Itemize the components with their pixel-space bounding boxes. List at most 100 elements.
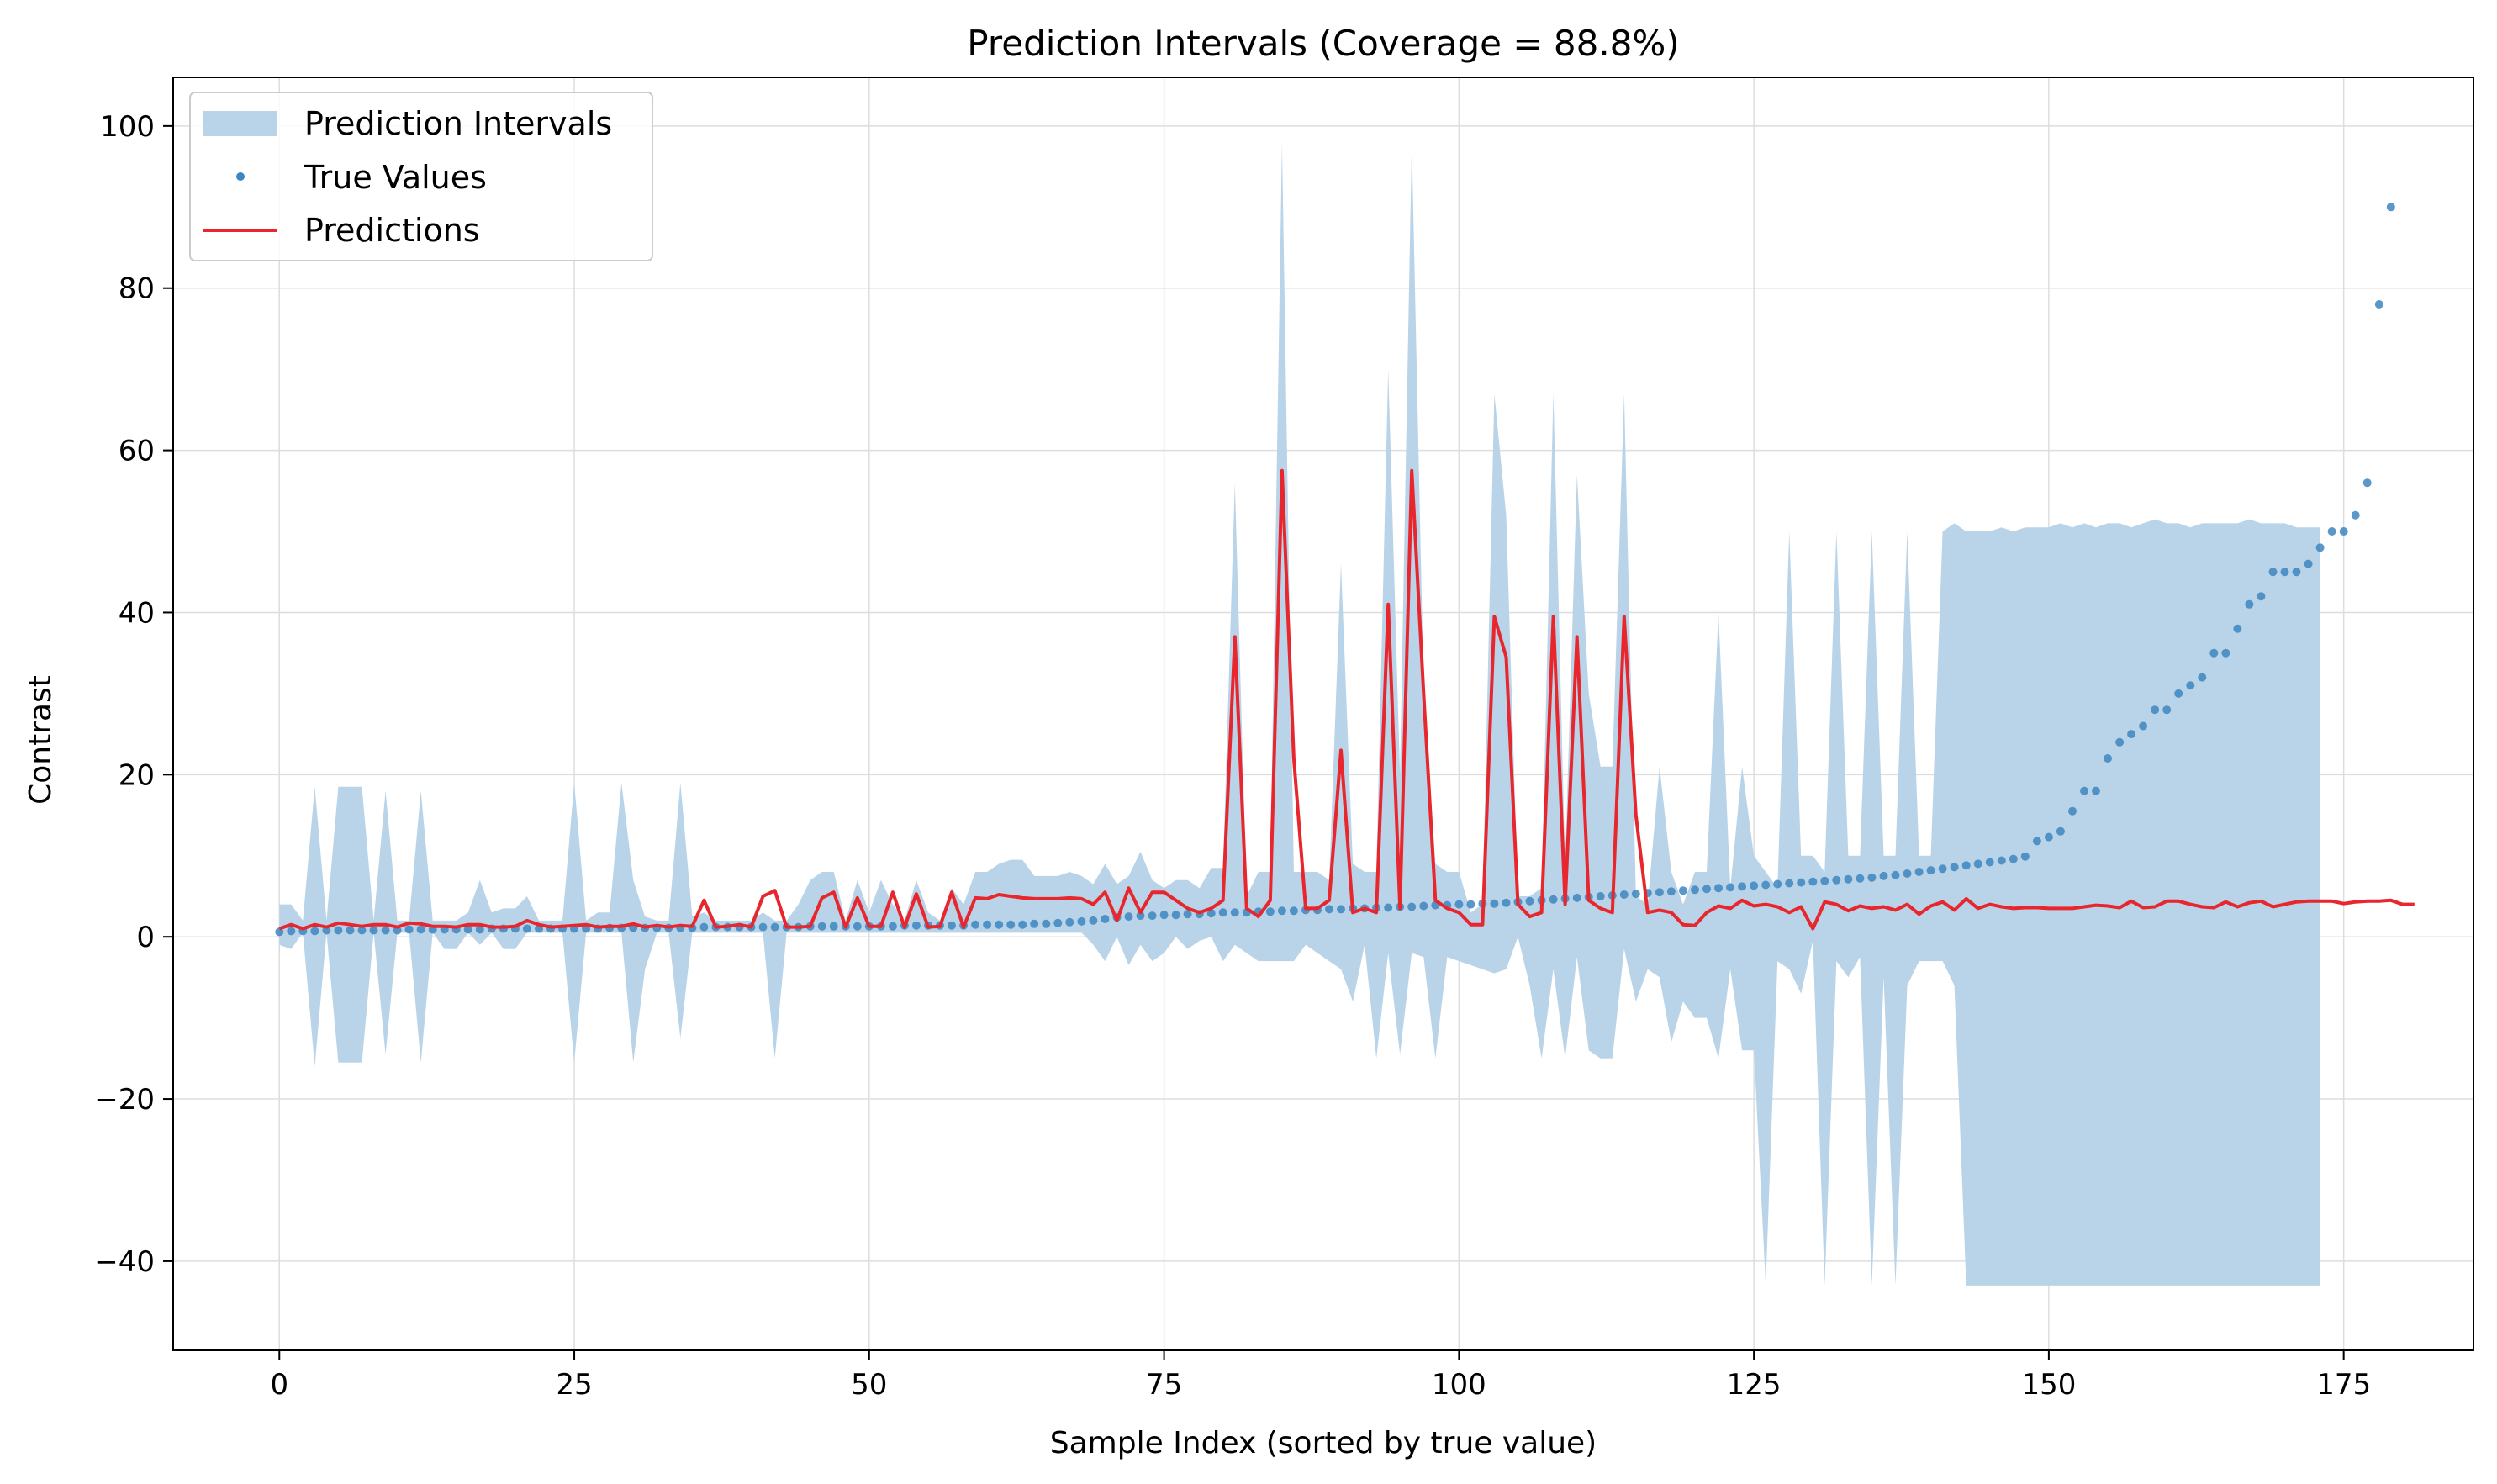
true-value-point <box>2268 568 2278 577</box>
true-value-point <box>1666 887 1676 896</box>
true-value-point <box>1678 886 1687 895</box>
true-value-point <box>1171 911 1180 920</box>
true-value-point <box>758 922 768 932</box>
true-value-point <box>2020 852 2030 861</box>
true-value-point <box>1619 890 1629 899</box>
true-value-point <box>1277 906 1286 916</box>
true-value-point <box>2186 681 2195 690</box>
true-value-point <box>2139 721 2148 731</box>
true-value-point <box>1053 918 1063 927</box>
true-value-point <box>463 925 472 934</box>
true-value-point <box>357 926 367 935</box>
true-value-point <box>2092 786 2100 795</box>
true-value-point <box>1867 873 1877 882</box>
y-tick-label: 40 <box>119 596 155 630</box>
chart-title: Prediction Intervals (Coverage = 88.8%) <box>967 23 1679 64</box>
true-value-point <box>2162 705 2172 715</box>
predictions-path <box>278 468 2415 931</box>
true-value-point <box>2209 648 2219 658</box>
true-value-point <box>416 925 425 934</box>
y-tick-label: 100 <box>100 110 155 144</box>
true-value-point <box>1206 909 1216 918</box>
y-axis-title: Contrast <box>24 675 58 805</box>
true-value-point <box>1490 899 1499 908</box>
true-value-point <box>369 926 378 935</box>
true-value-point <box>1077 916 1086 926</box>
true-value-point <box>2351 510 2360 520</box>
true-value-point <box>1407 902 1417 911</box>
y-tick-label: 80 <box>119 272 155 306</box>
y-axis: −40 −20 0 20 40 60 80 100 <box>94 110 173 1279</box>
true-value-point <box>2386 203 2395 212</box>
true-value-point <box>1879 871 1888 880</box>
true-value-point <box>1856 874 1865 883</box>
true-value-point <box>1136 911 1145 921</box>
true-value-point <box>1337 905 1345 914</box>
true-value-point <box>1466 900 1476 909</box>
legend-label-predictions: Predictions <box>304 212 480 249</box>
true-value-point <box>1997 856 2006 865</box>
true-value-point <box>404 925 414 934</box>
true-value-point <box>1914 868 1924 876</box>
true-value-point <box>522 924 531 933</box>
true-value-point <box>1702 885 1711 894</box>
true-value-point <box>1844 874 1853 884</box>
x-tick-label: 100 <box>1432 1368 1486 1402</box>
true-value-point <box>1101 915 1110 923</box>
true-value-point <box>475 925 484 934</box>
x-tick-label: 75 <box>1146 1368 1182 1402</box>
true-value-point <box>1525 896 1534 906</box>
true-value-point <box>2080 786 2088 795</box>
interval-band-area <box>279 142 2320 1286</box>
true-value-point <box>1714 884 1723 893</box>
true-value-point <box>2374 300 2384 309</box>
true-value-point <box>1148 911 1157 921</box>
true-value-point <box>1738 882 1747 891</box>
y-tick-label: 60 <box>119 435 155 468</box>
true-value-point <box>888 922 897 931</box>
true-value-point <box>1820 876 1829 885</box>
true-value-point <box>2292 568 2301 577</box>
true-value-point <box>2104 754 2112 763</box>
true-value-point <box>1938 864 1947 874</box>
true-value-point <box>2032 837 2041 846</box>
true-value-point <box>1750 881 1759 890</box>
true-value-point <box>2280 568 2289 577</box>
true-value-point <box>1726 883 1735 892</box>
x-tick-label: 0 <box>270 1368 288 1402</box>
true-value-point <box>1572 893 1581 902</box>
x-axis-title: Sample Index (sorted by true value) <box>1050 1426 1597 1460</box>
true-value-point <box>2245 599 2254 609</box>
legend-swatch-true-values <box>236 172 245 181</box>
true-value-point <box>287 927 296 936</box>
true-value-point <box>2304 559 2313 568</box>
true-value-point <box>1631 890 1640 899</box>
true-value-point <box>1218 908 1227 917</box>
true-value-point <box>699 922 709 932</box>
true-value-point <box>2068 806 2077 816</box>
true-value-point <box>948 921 956 930</box>
true-value-point <box>1785 879 1794 888</box>
true-value-point <box>1761 880 1771 890</box>
true-value-point <box>1773 879 1782 889</box>
true-value-point <box>2233 624 2242 633</box>
true-value-point <box>2044 832 2053 842</box>
true-value-point <box>1159 911 1169 920</box>
true-value-point <box>1030 919 1039 928</box>
true-value-point <box>1891 870 1900 879</box>
predictions-line <box>278 468 2415 931</box>
true-value-point <box>1596 892 1605 900</box>
true-value-point <box>1903 869 1912 878</box>
true-value-point <box>1124 912 1133 922</box>
true-value-point <box>1006 920 1016 929</box>
true-value-point <box>275 927 284 937</box>
true-value-point <box>1419 901 1428 911</box>
true-value-point <box>2198 673 2207 682</box>
x-tick-label: 50 <box>851 1368 887 1402</box>
true-value-point <box>1549 895 1558 904</box>
true-value-point <box>829 922 838 931</box>
true-value-point <box>1230 908 1239 917</box>
true-value-point <box>1655 888 1664 897</box>
true-value-point <box>2221 648 2230 658</box>
